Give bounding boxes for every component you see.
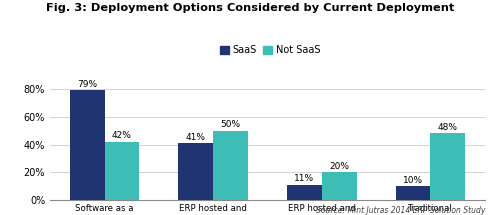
Bar bbox=[70, 91, 104, 200]
Text: 79%: 79% bbox=[77, 80, 97, 89]
Text: 11%: 11% bbox=[294, 174, 314, 183]
Text: 42%: 42% bbox=[112, 131, 132, 140]
Legend: SaaS, Not SaaS: SaaS, Not SaaS bbox=[220, 45, 320, 55]
Text: 20%: 20% bbox=[329, 162, 349, 171]
Text: 41%: 41% bbox=[186, 133, 206, 142]
Bar bbox=[287, 185, 322, 200]
Text: 48%: 48% bbox=[438, 123, 458, 132]
Bar bbox=[396, 186, 430, 200]
Text: Fig. 3: Deployment Options Considered by Current Deployment: Fig. 3: Deployment Options Considered by… bbox=[46, 3, 454, 13]
Text: 50%: 50% bbox=[220, 120, 240, 129]
Text: 10%: 10% bbox=[403, 176, 423, 185]
Bar bbox=[322, 172, 356, 200]
Bar bbox=[213, 131, 248, 200]
Bar bbox=[104, 142, 140, 200]
Bar bbox=[430, 134, 465, 200]
Bar bbox=[178, 143, 213, 200]
Text: Source: Mint Jutras 2014 ERP Solution Study: Source: Mint Jutras 2014 ERP Solution St… bbox=[316, 206, 485, 215]
